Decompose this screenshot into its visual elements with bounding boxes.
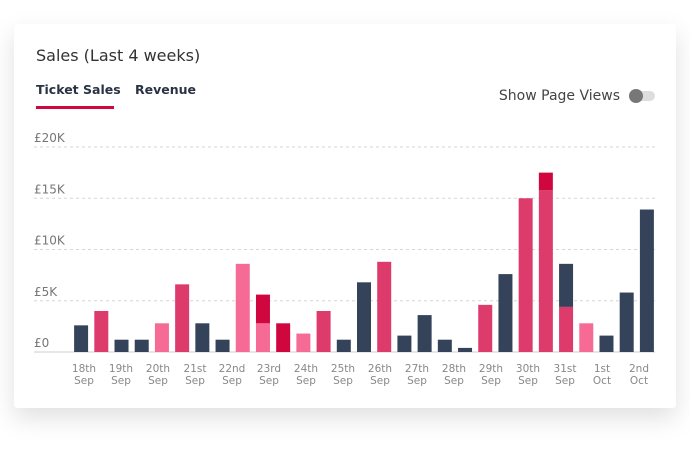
x-tick-label: Sep	[148, 375, 168, 387]
x-tick-label: 31st	[554, 363, 577, 375]
bar	[336, 339, 351, 352]
x-tick-label: Sep	[185, 375, 205, 387]
bar	[357, 282, 371, 352]
tab[interactable]: Ticket Sales	[36, 82, 121, 97]
bar	[478, 304, 493, 352]
bar	[538, 190, 553, 352]
bar	[195, 323, 210, 352]
bar	[619, 292, 634, 352]
y-tick-label: £15K	[34, 182, 66, 196]
x-tick-label: 20th	[146, 363, 170, 375]
bar	[458, 347, 473, 352]
x-tick-label: Oct	[593, 375, 611, 387]
y-tick-label: £5K	[34, 285, 58, 299]
x-tick-label: Sep	[111, 375, 131, 387]
bar	[559, 263, 574, 307]
y-tick-label: £20K	[34, 131, 66, 145]
toggle-label: Show Page Views	[499, 88, 620, 104]
x-tick-label: 26th	[368, 363, 392, 375]
bar	[94, 311, 109, 352]
x-tick-label: 28th	[442, 363, 466, 375]
x-tick-label: Sep	[259, 375, 279, 387]
x-tick-label: Sep	[481, 375, 501, 387]
bar	[114, 339, 129, 352]
x-tick-label: 19th	[109, 363, 133, 375]
bar	[255, 323, 270, 352]
bar	[599, 335, 614, 352]
bar	[316, 311, 331, 352]
bar	[377, 261, 392, 352]
bar	[134, 339, 149, 352]
x-tick-label: Sep	[555, 375, 575, 387]
tab-underline	[36, 106, 114, 109]
bar	[417, 315, 432, 352]
bar	[74, 325, 89, 352]
x-tick-label: Sep	[333, 375, 353, 387]
bar	[538, 172, 553, 191]
bar	[498, 274, 513, 352]
x-tick-label: Sep	[370, 375, 390, 387]
bar	[175, 284, 190, 352]
bar	[639, 209, 654, 352]
y-tick-label: £10K	[34, 234, 66, 248]
bar	[559, 306, 574, 352]
x-tick-label: Sep	[296, 375, 316, 387]
x-tick-label: 22nd	[219, 363, 246, 375]
x-tick-label: 25th	[331, 363, 355, 375]
tab[interactable]: Revenue	[135, 82, 196, 97]
card-title: Sales (Last 4 weeks)	[36, 46, 200, 65]
x-tick-label: Sep	[407, 375, 427, 387]
bar	[518, 198, 533, 352]
x-tick-label: Sep	[222, 375, 242, 387]
bar	[397, 335, 412, 352]
x-tick-label: 24th	[294, 363, 318, 375]
x-tick-label: Sep	[444, 375, 464, 387]
y-tick-label: £0	[34, 336, 49, 350]
x-tick-label: 1st	[594, 363, 610, 375]
bar	[255, 294, 270, 324]
bar	[235, 263, 250, 352]
x-tick-label: 2nd	[629, 363, 649, 375]
x-tick-label: Sep	[518, 375, 538, 387]
bar	[296, 333, 311, 352]
x-tick-label: 30th	[516, 363, 540, 375]
bar	[579, 323, 594, 352]
bar	[215, 339, 230, 352]
x-tick-label: 21st	[184, 363, 207, 375]
x-tick-label: 27th	[405, 363, 429, 375]
toggle-knob[interactable]	[629, 89, 643, 103]
x-tick-label: 29th	[479, 363, 503, 375]
bar	[276, 323, 291, 352]
bar	[437, 339, 452, 352]
x-tick-label: 18th	[72, 363, 96, 375]
x-tick-label: Oct	[630, 375, 648, 387]
bar	[154, 323, 169, 352]
x-tick-label: Sep	[74, 375, 94, 387]
x-tick-label: 23rd	[257, 363, 281, 375]
